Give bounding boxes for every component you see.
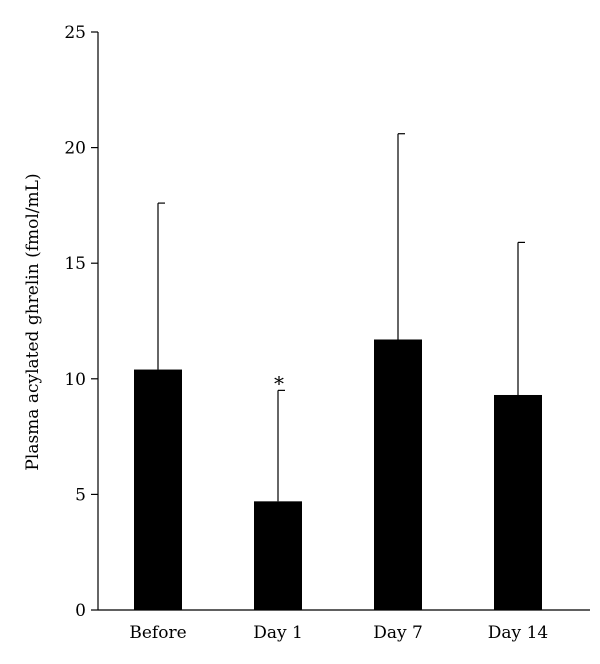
- y-tick-label-5: 25: [64, 23, 86, 43]
- y-tick-label-4: 20: [64, 139, 86, 159]
- bar-day-1: [254, 501, 302, 610]
- bar-day-14: [494, 394, 542, 610]
- bar-before: [134, 369, 182, 610]
- significance-marker: *: [274, 371, 284, 395]
- y-tick-label-1: 5: [75, 485, 86, 505]
- x-axis-labels: Before Day 1 Day 7 Day 14: [129, 623, 548, 643]
- y-tick-label-3: 15: [64, 254, 86, 274]
- y-axis-ticks: 0 5 10 15 20 25: [64, 23, 98, 621]
- y-tick-label-0: 0: [75, 601, 86, 621]
- x-category-label-3: Day 14: [488, 623, 548, 643]
- bars: [134, 339, 542, 610]
- y-tick-label-2: 10: [64, 370, 86, 390]
- error-bars: [157, 133, 525, 502]
- x-category-label-1: Day 1: [253, 623, 303, 643]
- y-axis-title: Plasma acylated ghrelin (fmol/mL): [23, 173, 43, 470]
- x-category-label-0: Before: [129, 623, 186, 643]
- x-category-label-2: Day 7: [373, 623, 423, 643]
- bar-day-7: [374, 339, 422, 610]
- annotations: *: [274, 371, 284, 395]
